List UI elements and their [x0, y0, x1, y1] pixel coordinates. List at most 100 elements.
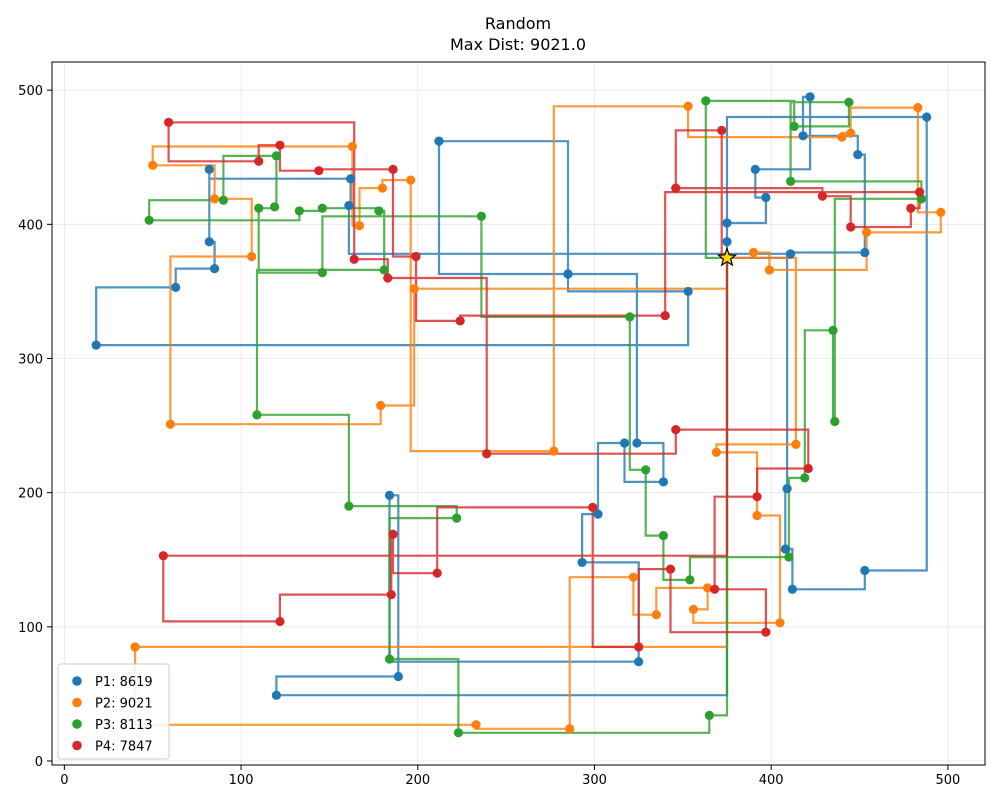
chart-title: Random [485, 14, 551, 33]
point-p2 [410, 284, 419, 293]
point-p2 [376, 401, 385, 410]
point-p3 [318, 204, 327, 213]
point-p1 [761, 193, 770, 202]
series-path-p3 [149, 101, 921, 733]
legend-label: P2: 9021 [95, 697, 153, 712]
point-p2 [791, 440, 800, 449]
point-p2 [130, 642, 139, 651]
point-p3 [625, 312, 634, 321]
point-p1 [722, 218, 731, 227]
point-p2 [355, 221, 364, 230]
point-p1 [210, 264, 219, 273]
point-p3 [454, 728, 463, 737]
point-p2 [148, 161, 157, 170]
x-tick-label: 500 [935, 773, 960, 788]
legend-label: P3: 8113 [95, 718, 153, 733]
point-p1 [344, 201, 353, 210]
point-p3 [254, 204, 263, 213]
point-p2 [166, 420, 175, 429]
point-p2 [712, 448, 721, 457]
route-paths [96, 97, 941, 733]
point-p2 [652, 610, 661, 619]
point-p4 [387, 590, 396, 599]
x-tick-label: 400 [759, 773, 784, 788]
point-p3 [318, 268, 327, 277]
point-p3 [344, 501, 353, 510]
point-p3 [830, 417, 839, 426]
legend-label: P4: 7847 [95, 740, 153, 755]
point-p1 [385, 491, 394, 500]
point-p1 [434, 137, 443, 146]
point-p2 [247, 252, 256, 261]
point-p1 [786, 249, 795, 258]
point-p3 [270, 202, 279, 211]
point-p4 [388, 530, 397, 539]
point-p1 [860, 248, 869, 257]
point-p3 [828, 326, 837, 335]
point-p1 [782, 484, 791, 493]
point-p4 [915, 188, 924, 197]
point-p3 [790, 122, 799, 131]
point-p4 [761, 628, 770, 637]
point-p3 [252, 410, 261, 419]
point-p1 [171, 283, 180, 292]
point-p3 [641, 465, 650, 474]
x-tick-label: 0 [60, 773, 68, 788]
series-path-p1 [96, 97, 927, 695]
point-p1 [346, 174, 355, 183]
point-p4 [275, 141, 284, 150]
point-p1 [578, 558, 587, 567]
point-p4 [456, 316, 465, 325]
point-p4 [671, 425, 680, 434]
point-p2 [629, 573, 638, 582]
point-p4 [846, 222, 855, 231]
point-p2 [348, 142, 357, 151]
point-p2 [765, 265, 774, 274]
point-p2 [378, 184, 387, 193]
point-p1 [798, 131, 807, 140]
legend-marker [72, 719, 82, 729]
point-p2 [549, 446, 558, 455]
point-p3 [272, 151, 281, 160]
point-p4 [671, 184, 680, 193]
plot-area [52, 62, 985, 765]
point-p1 [659, 477, 668, 486]
point-p2 [775, 618, 784, 627]
point-p3 [844, 98, 853, 107]
point-p4 [275, 617, 284, 626]
point-p3 [219, 196, 228, 205]
point-p1 [632, 438, 641, 447]
y-tick-label: 400 [18, 218, 43, 233]
point-p3 [145, 216, 154, 225]
legend-marker [72, 741, 82, 751]
point-p2 [752, 511, 761, 520]
point-p1 [788, 585, 797, 594]
point-p2 [837, 133, 846, 142]
point-p1 [860, 566, 869, 575]
point-p4 [661, 311, 670, 320]
point-p1 [751, 165, 760, 174]
point-p2 [862, 228, 871, 237]
point-p2 [936, 208, 945, 217]
point-p4 [482, 449, 491, 458]
point-p3 [685, 575, 694, 584]
y-tick-label: 500 [18, 84, 43, 99]
point-p4 [906, 204, 915, 213]
point-p3 [659, 531, 668, 540]
point-p1 [634, 657, 643, 666]
point-p3 [374, 206, 383, 215]
point-p3 [385, 654, 394, 663]
point-p1 [394, 672, 403, 681]
point-p1 [205, 165, 214, 174]
point-p4 [350, 255, 359, 264]
point-p4 [710, 585, 719, 594]
point-p1 [781, 544, 790, 553]
legend-label: P1: 8619 [95, 675, 153, 690]
point-p4 [588, 503, 597, 512]
point-p4 [818, 192, 827, 201]
point-p1 [563, 269, 572, 278]
x-tick-label: 100 [229, 773, 254, 788]
point-p3 [477, 212, 486, 221]
point-p1 [722, 237, 731, 246]
